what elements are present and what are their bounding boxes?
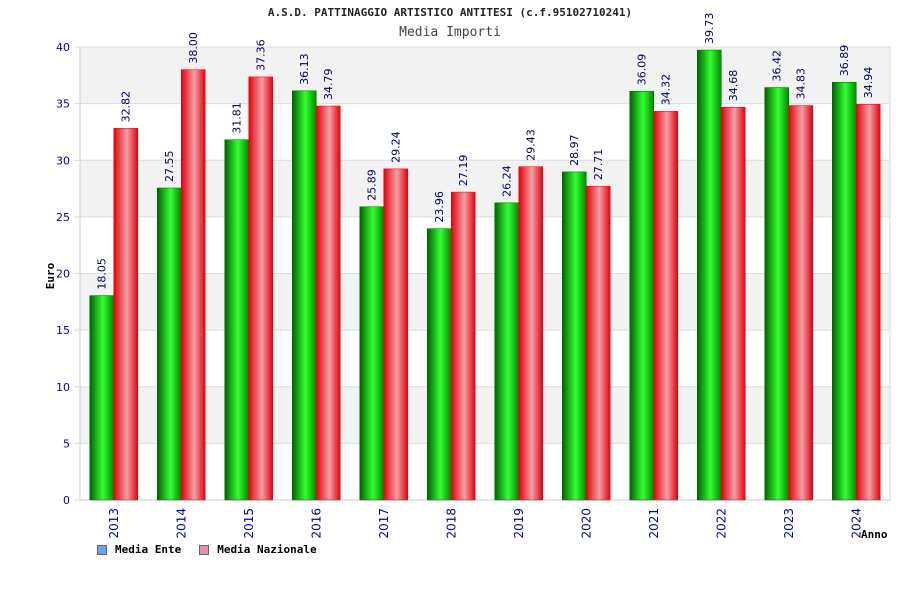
y-tick-label: 0 (63, 494, 70, 507)
bars (89, 49, 881, 501)
bar-value-label: 34.68 (727, 70, 740, 102)
bar-value-label: 27.71 (592, 149, 605, 181)
x-tick-label: 2024 (849, 508, 863, 539)
x-tick-label: 2016 (309, 508, 323, 539)
bar-media-nazionale (316, 105, 341, 501)
bar-media-ente (292, 90, 317, 501)
y-tick-label: 35 (56, 98, 70, 111)
bar-media-ente (427, 228, 452, 501)
bar-media-ente (89, 295, 114, 501)
y-tick-label: 5 (63, 437, 70, 450)
bar-media-nazionale (248, 76, 273, 501)
bar-media-ente (224, 139, 249, 501)
bar-media-ente (832, 81, 857, 501)
bar-media-ente (157, 187, 182, 501)
bar-media-ente (764, 87, 789, 501)
bar-value-label: 34.32 (660, 74, 673, 106)
bar-value-label: 29.43 (525, 129, 538, 161)
bar-media-nazionale (856, 104, 881, 501)
y-tick-label: 40 (56, 41, 70, 54)
y-tick-label: 20 (56, 268, 70, 281)
bar-value-label: 29.24 (390, 131, 403, 163)
bar-value-label: 23.96 (433, 191, 446, 223)
bar-value-label: 31.81 (231, 102, 244, 134)
bar-value-label: 36.89 (838, 45, 851, 77)
bar-value-label: 36.13 (298, 53, 311, 85)
bar-value-label: 34.79 (322, 69, 335, 101)
bar-media-nazionale (518, 166, 543, 501)
bar-value-label: 32.82 (120, 91, 133, 123)
y-tick-label: 25 (56, 211, 70, 224)
bar-value-label: 36.42 (771, 50, 784, 82)
grid-bands (80, 47, 890, 500)
x-tick-label: 2017 (377, 508, 391, 539)
legend-label-nazionale: Media Nazionale (217, 543, 317, 556)
x-tick-label: 2020 (579, 508, 593, 539)
bar-media-ente (562, 171, 587, 501)
bar-media-nazionale (721, 106, 746, 501)
grid-band (80, 273, 890, 331)
legend-item-nazionale: Media Nazionale (199, 543, 317, 556)
legend-swatch-ente (97, 544, 107, 555)
grid-band (80, 160, 890, 217)
bar-value-label: 39.73 (703, 13, 716, 45)
bar-value-label: 36.09 (636, 54, 649, 86)
bar-media-nazionale (383, 168, 408, 501)
chart-title: A.S.D. PATTINAGGIO ARTISTICO ANTITESI (c… (267, 6, 633, 19)
bar-value-label: 27.19 (457, 155, 470, 187)
bar-value-label: 18.05 (96, 258, 109, 290)
gridlines (74, 46, 890, 501)
grid-band (80, 103, 890, 161)
x-tick-label: 2022 (714, 508, 728, 539)
legend-label-ente: Media Ente (115, 543, 182, 556)
bar-value-label: 34.83 (795, 68, 808, 100)
bar-media-ente (494, 202, 519, 501)
bar-value-label: 28.97 (568, 134, 581, 166)
value-labels: 18.05 32.82 27.55 38.00 31.81 37.36 36.13 34.79… (96, 13, 876, 290)
legend: Media Ente Media Nazionale (97, 543, 317, 556)
x-axis-label: Anno (861, 528, 888, 541)
bar-media-nazionale (451, 191, 476, 501)
legend-item-ente: Media Ente (97, 543, 181, 556)
bar-media-nazionale (788, 105, 813, 501)
x-tick-label: 2013 (107, 508, 121, 539)
bar-media-ente (697, 49, 722, 501)
y-tick-label: 10 (56, 381, 70, 394)
x-tick-label: 2015 (242, 508, 256, 539)
x-tick-label: 2019 (512, 508, 526, 539)
bar-media-nazionale (181, 69, 206, 501)
bar-media-nazionale (653, 111, 678, 501)
bar-value-label: 26.24 (501, 165, 514, 197)
x-tick-label: 2021 (647, 508, 661, 539)
bar-value-label: 37.36 (255, 39, 268, 71)
bar-value-label: 38.00 (187, 32, 200, 64)
y-tick-label: 30 (56, 154, 70, 167)
y-tick-label: 15 (56, 324, 70, 337)
x-tick-label: 2023 (782, 508, 796, 539)
y-tick-labels: 0 5 10 15 20 25 30 35 40 (56, 41, 70, 507)
bar-value-label: 34.94 (862, 67, 875, 99)
bar-media-ente (359, 206, 384, 501)
grid-band (80, 330, 890, 387)
grid-band (80, 443, 890, 500)
grid-band (80, 386, 890, 444)
y-axis-label: Euro (44, 262, 57, 289)
bar-value-label: 25.89 (366, 169, 379, 201)
x-tick-label: 2018 (444, 508, 458, 539)
legend-swatch-nazionale (199, 544, 210, 555)
bar-media-nazionale (113, 128, 138, 501)
x-tick-labels: 2013 2014 2015 2016 2017 2018 2019 2020 2021 2022… (107, 508, 864, 539)
grid-band (80, 216, 890, 274)
bar-value-label: 27.55 (163, 150, 176, 182)
axes (79, 47, 891, 501)
x-tick-label: 2014 (174, 508, 188, 539)
grid-band (80, 47, 890, 104)
chart-subtitle: Media Importi (399, 25, 501, 40)
bar-media-nazionale (586, 185, 611, 501)
bar-media-ente (629, 91, 654, 501)
